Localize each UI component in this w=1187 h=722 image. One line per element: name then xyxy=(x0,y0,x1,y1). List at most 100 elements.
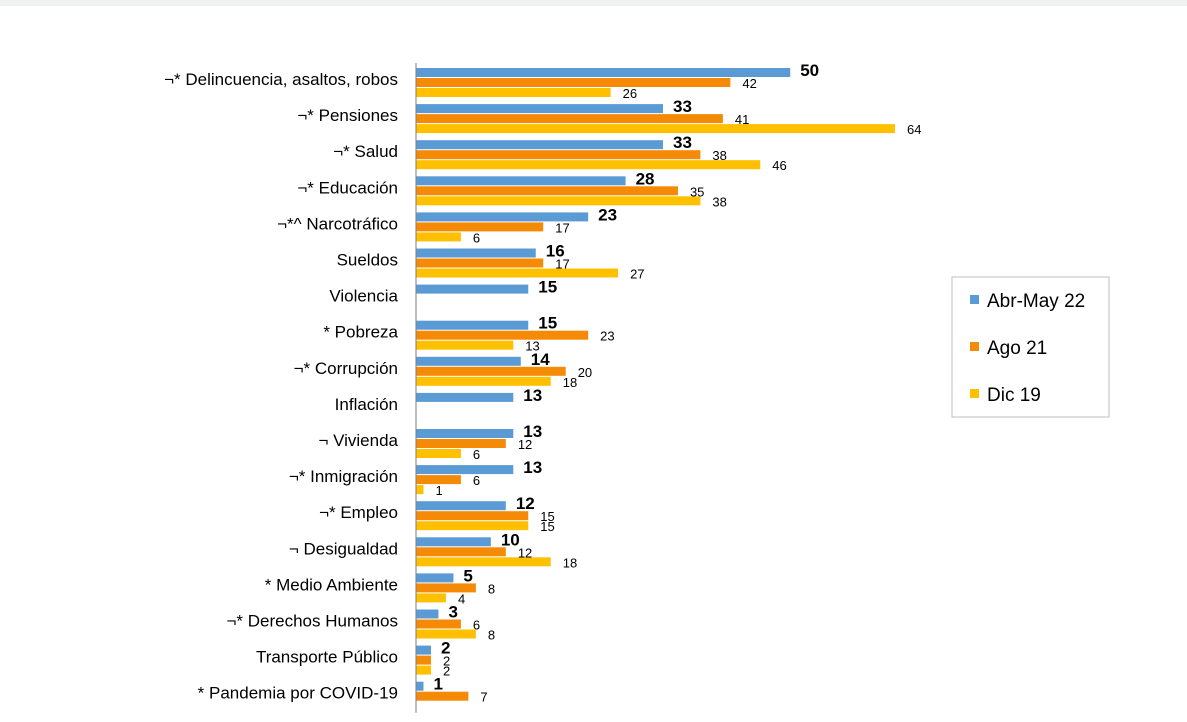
data-label: 8 xyxy=(488,581,495,596)
value-labels: 5042263341643338462835382317616172715152… xyxy=(433,61,921,705)
bar-dic-19 xyxy=(416,88,611,97)
bar-ago-21 xyxy=(416,258,544,268)
data-label: 5 xyxy=(463,566,472,585)
bar-abr-may-22 xyxy=(416,68,791,77)
bar-dic-19 xyxy=(416,232,461,242)
bar-dic-19 xyxy=(416,160,761,170)
data-label: 33 xyxy=(673,97,692,116)
data-label: 50 xyxy=(800,61,819,80)
data-label: 17 xyxy=(555,220,569,235)
category-label: ¬ Vivienda xyxy=(318,431,398,450)
bar-dic-19 xyxy=(416,268,619,278)
data-label: 2 xyxy=(441,639,450,658)
category-label: ¬* Pensiones xyxy=(297,106,398,125)
data-label: 6 xyxy=(473,447,480,462)
bar-ago-21 xyxy=(416,655,431,665)
bar-dic-19 xyxy=(416,124,895,134)
category-label: ¬* Educación xyxy=(297,178,398,197)
bar-abr-may-22 xyxy=(416,645,431,655)
category-label: * Medio Ambiente xyxy=(265,575,398,594)
data-label: 23 xyxy=(598,205,617,224)
data-label: 6 xyxy=(473,618,480,633)
bar-abr-may-22 xyxy=(416,392,514,402)
bar-dic-19 xyxy=(416,629,476,639)
legend-swatch xyxy=(970,295,979,304)
legend-label: Ago 21 xyxy=(987,338,1047,359)
data-label: 18 xyxy=(563,555,577,570)
bar-abr-may-22 xyxy=(416,140,663,150)
data-label: 28 xyxy=(636,169,655,188)
data-label: 27 xyxy=(630,267,644,282)
category-label: Sueldos xyxy=(337,251,398,270)
data-label: 38 xyxy=(712,148,726,163)
data-label: 4 xyxy=(458,591,465,606)
bar-ago-21 xyxy=(416,691,469,701)
top-band xyxy=(0,0,1187,6)
category-label: Transporte Público xyxy=(256,648,398,667)
data-label: 8 xyxy=(488,628,495,643)
legend: Abr-May 22 Ago 21 Dic 19 xyxy=(951,276,1110,418)
category-label: ¬* Delincuencia, asaltos, robos xyxy=(164,70,398,89)
data-label: 12 xyxy=(518,545,532,560)
category-label: * Pobreza xyxy=(323,323,398,342)
data-label: 14 xyxy=(531,350,550,369)
data-label: 1 xyxy=(433,675,442,694)
bar-ago-21 xyxy=(416,475,461,485)
bar-dic-19 xyxy=(416,376,551,386)
bar-abr-may-22 xyxy=(416,176,626,186)
data-label: 38 xyxy=(712,194,726,209)
data-label: 6 xyxy=(473,230,480,245)
bar-abr-may-22 xyxy=(416,609,439,619)
bar-abr-may-22 xyxy=(416,284,529,294)
category-label: ¬ Desigualdad xyxy=(289,539,398,558)
data-label: 64 xyxy=(907,122,921,137)
bar-dic-19 xyxy=(416,340,514,350)
data-label: 2 xyxy=(443,654,450,669)
bar-abr-may-22 xyxy=(416,320,529,330)
data-label: 13 xyxy=(523,386,542,405)
bar-ago-21 xyxy=(416,439,506,448)
data-label: 12 xyxy=(516,494,535,513)
bar-ago-21 xyxy=(416,186,678,196)
bar-ago-21 xyxy=(416,583,476,593)
category-label: ¬* Salud xyxy=(333,142,398,161)
data-label: 3 xyxy=(448,603,457,622)
data-label: 12 xyxy=(518,437,532,452)
bar-ago-21 xyxy=(416,511,529,521)
bar-ago-21 xyxy=(416,366,566,376)
bar-ago-21 xyxy=(416,222,544,232)
bar-abr-may-22 xyxy=(416,429,514,438)
data-label: 23 xyxy=(600,329,614,344)
bar-abr-may-22 xyxy=(416,104,663,114)
data-label: 33 xyxy=(673,133,692,152)
bar-ago-21 xyxy=(416,150,701,160)
category-labels: ¬* Delincuencia, asaltos, robos ¬* Pensio… xyxy=(164,70,398,703)
bar-ago-21 xyxy=(416,619,461,629)
category-label: * Pandemia por COVID-19 xyxy=(198,684,398,703)
data-label: 20 xyxy=(578,365,592,380)
data-label: 15 xyxy=(538,278,557,297)
data-label: 1 xyxy=(435,483,442,498)
bar-abr-may-22 xyxy=(416,537,491,547)
data-label: 16 xyxy=(546,242,565,261)
data-label: 41 xyxy=(735,112,749,127)
category-label: ¬*^ Narcotráfico xyxy=(277,214,398,233)
category-label: Inflación xyxy=(335,395,398,414)
bar-ago-21 xyxy=(416,330,589,340)
data-label: 46 xyxy=(772,158,786,173)
bar-dic-19 xyxy=(416,196,701,206)
category-label: ¬* Derechos Humanos xyxy=(226,612,398,631)
legend-label: Dic 19 xyxy=(987,385,1041,406)
data-label: 35 xyxy=(690,184,704,199)
bar-dic-19 xyxy=(416,593,446,603)
bar-ago-21 xyxy=(416,78,731,87)
legend-swatch xyxy=(970,389,979,398)
data-label: 17 xyxy=(555,257,569,272)
bars xyxy=(416,68,895,701)
data-label: 15 xyxy=(540,509,554,524)
bar-dic-19 xyxy=(416,557,551,567)
category-label: ¬* Corrupción xyxy=(294,359,398,378)
data-label: 13 xyxy=(523,422,542,441)
bar-dic-19 xyxy=(416,521,529,531)
